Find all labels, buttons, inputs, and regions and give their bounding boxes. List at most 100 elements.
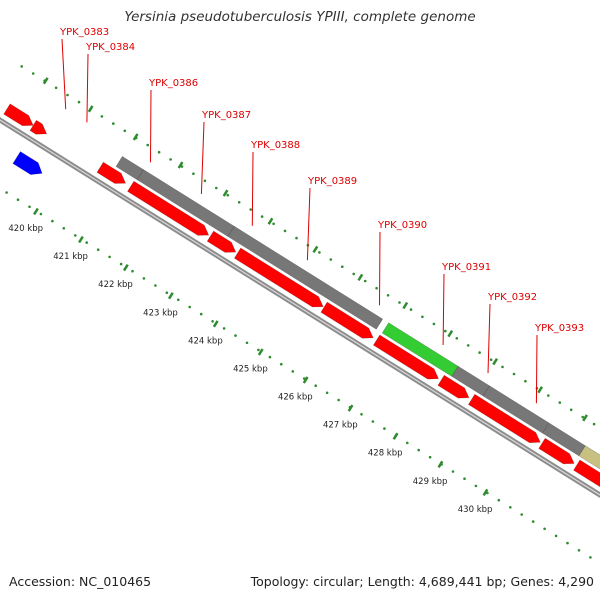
major-tick — [167, 292, 174, 300]
cds-block-khaki — [578, 445, 600, 470]
sequence-backbone — [0, 117, 600, 498]
inner-tick-dot — [577, 549, 581, 552]
reverse-gene-arrow — [3, 103, 34, 127]
inner-tick-dot — [188, 305, 191, 309]
inner-tick-dot — [222, 327, 226, 330]
kbp-label: 429 kbp — [413, 477, 448, 487]
major-tick — [537, 386, 544, 394]
inner-tick-dot — [245, 341, 249, 345]
inner-tick-dot — [543, 527, 546, 531]
inner-tick-dot — [199, 312, 203, 316]
outer-tick-dot — [375, 286, 378, 290]
outer-tick-dot — [581, 415, 584, 419]
gene-label: YPK_0387 — [201, 110, 251, 121]
major-tick — [357, 273, 364, 282]
kbp-label: 430 kbp — [458, 505, 493, 515]
outer-tick-dot — [501, 365, 504, 369]
inner-tick-dot — [51, 219, 54, 223]
accession-text: Accession: NC_010465 — [9, 574, 152, 589]
major-tick — [402, 301, 409, 310]
gene-label-leader — [61, 38, 67, 110]
kbp-label: 423 kbp — [143, 308, 178, 318]
reverse-gene-arrow — [372, 334, 439, 380]
gene-label: YPK_0388 — [250, 140, 300, 151]
inner-tick-dot — [291, 370, 295, 373]
gene-label: YPK_0389 — [307, 176, 357, 187]
outer-tick-dot — [295, 236, 298, 240]
outer-tick-dot — [398, 301, 401, 304]
outer-tick-dot — [363, 279, 367, 283]
gene-label: YPK_0391 — [441, 262, 491, 273]
inner-tick-dot — [520, 513, 523, 516]
inner-tick-dot — [474, 484, 478, 488]
inner-tick-dot — [325, 391, 329, 395]
outer-tick-dot — [432, 322, 436, 326]
kbp-label: 420 kbp — [8, 224, 43, 234]
outer-tick-dot — [455, 337, 459, 340]
inner-tick-dot — [257, 348, 260, 352]
inner-tick-dot — [463, 477, 466, 481]
inner-tick-dot — [62, 227, 66, 230]
major-tick — [42, 77, 49, 85]
major-tick — [312, 245, 319, 253]
major-tick — [257, 348, 264, 356]
outer-tick-dot — [341, 265, 344, 269]
major-tick — [78, 235, 84, 244]
gene-label-leader — [379, 231, 381, 306]
major-tick — [492, 358, 499, 366]
outer-tick-dot — [66, 93, 69, 97]
outer-tick-dot — [329, 258, 333, 261]
kbp-label: 422 kbp — [98, 280, 133, 290]
outer-tick-dot — [100, 115, 104, 118]
gene-label: YPK_0383 — [59, 27, 109, 38]
major-tick — [347, 404, 354, 412]
kbp-label: 428 kbp — [368, 449, 403, 459]
outer-tick-dot — [169, 158, 172, 161]
inner-tick-dot — [383, 427, 386, 430]
outer-tick-dot — [226, 193, 230, 197]
inner-tick-dot — [131, 269, 134, 273]
inner-tick-dot — [108, 255, 111, 259]
sequence-backbone-highlight — [0, 119, 600, 496]
gene-label-leader — [150, 89, 152, 163]
inner-tick-dot — [554, 534, 558, 538]
leader-layer — [61, 38, 538, 404]
inner-tick-dot — [406, 441, 409, 445]
kbp-label: 425 kbp — [233, 365, 268, 375]
inner-tick-dot — [5, 191, 8, 194]
outer-tick-dot — [524, 379, 527, 383]
major-tick — [122, 264, 129, 272]
inner-tick-dot — [211, 320, 214, 323]
outer-tick-dot — [20, 65, 24, 68]
gene-label: YPK_0392 — [487, 292, 537, 303]
major-tick — [302, 376, 309, 384]
inner-tick-dot — [531, 520, 535, 523]
outer-tick-dot — [215, 186, 218, 190]
outer-tick-dot — [283, 229, 287, 233]
backbone-layer — [0, 117, 600, 498]
major-tick — [222, 189, 229, 197]
outer-tick-dot — [157, 150, 161, 154]
outer-tick-dot — [260, 215, 264, 218]
map-title: Yersinia pseudotuberculosis YPIII, compl… — [124, 9, 476, 25]
inner-tick-dot — [337, 398, 340, 402]
outer-tick-dot — [478, 351, 481, 354]
kbp-label: 424 kbp — [188, 336, 223, 346]
inner-tick-dot — [39, 212, 43, 216]
inner-tick-dot — [566, 541, 569, 545]
outer-tick-dot — [112, 122, 115, 125]
outer-tick-dot — [558, 401, 562, 404]
outer-tick-dot — [489, 358, 493, 362]
major-tick — [482, 488, 489, 496]
inner-tick-dot — [119, 262, 123, 266]
reverse-gene-arrow — [233, 247, 324, 308]
gene-label: YPK_0393 — [534, 323, 584, 334]
inner-tick-dot — [154, 284, 157, 287]
outer-tick-dot — [592, 422, 596, 426]
major-tick — [437, 460, 444, 468]
reverse-gene-arrow — [320, 301, 374, 339]
outer-tick-dot — [409, 308, 413, 311]
outer-tick-dot — [54, 86, 58, 90]
